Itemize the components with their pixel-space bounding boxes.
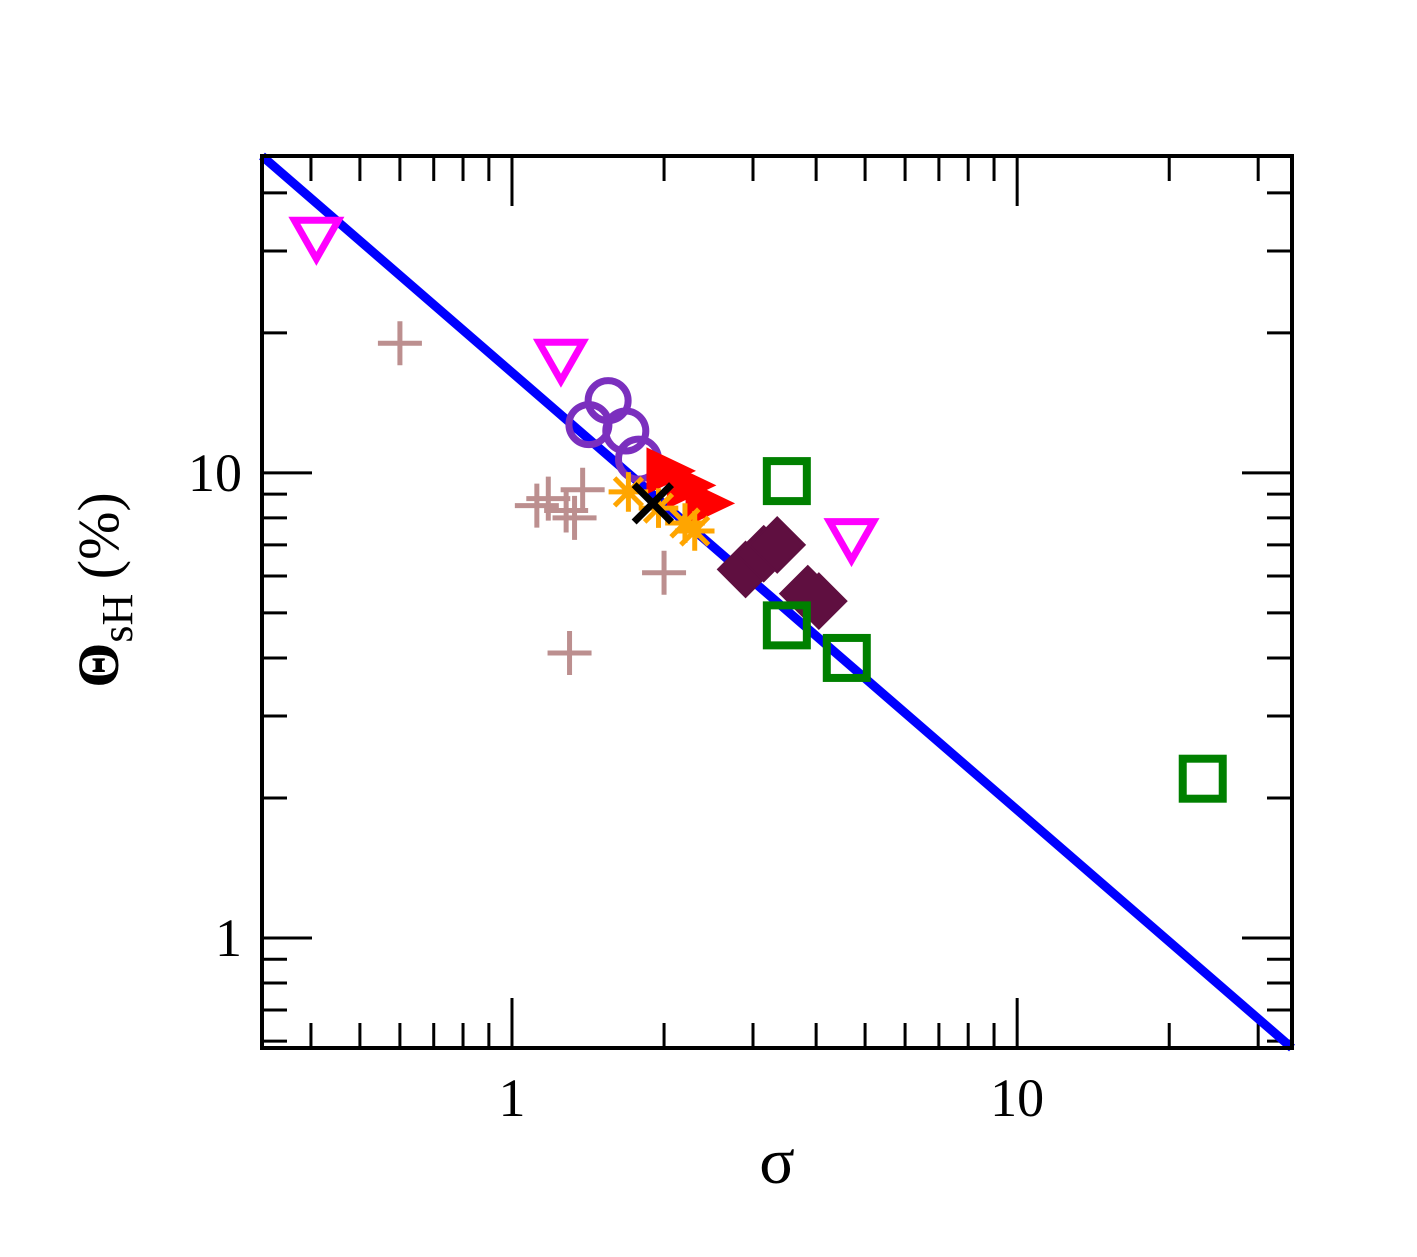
asterisk-marker bbox=[608, 472, 649, 512]
x-marker bbox=[631, 482, 674, 525]
y-axis-title-symbol: Θ bbox=[66, 643, 131, 688]
square-marker bbox=[762, 457, 811, 506]
square-marker bbox=[1178, 754, 1227, 803]
square-marker bbox=[762, 601, 811, 650]
x-axis-title: σ bbox=[759, 1125, 795, 1198]
plus-marker bbox=[514, 483, 559, 528]
y-axis-title: ΘsH (%) bbox=[66, 492, 142, 687]
plus-marker bbox=[642, 550, 687, 595]
tick-labels: 1 10 1 10 bbox=[188, 443, 1044, 1128]
triangle-down-marker bbox=[823, 518, 880, 568]
data-points-layer bbox=[288, 216, 1227, 803]
plus-marker bbox=[526, 476, 571, 521]
circle-marker bbox=[602, 407, 650, 455]
svg-text:ΘsH (%): ΘsH (%) bbox=[66, 492, 142, 687]
y-axis-title-subscript: sH bbox=[93, 594, 142, 643]
plus-marker bbox=[552, 495, 597, 540]
asterisk-marker bbox=[674, 511, 715, 551]
y-tick-label: 1 bbox=[215, 908, 242, 968]
plus-marker bbox=[547, 630, 592, 675]
y-axis-title-unit: (%) bbox=[66, 492, 131, 579]
axis-ticks bbox=[262, 156, 1292, 1048]
x-tick-label: 1 bbox=[498, 1068, 525, 1128]
diamond-marker bbox=[748, 515, 807, 574]
square-marker bbox=[822, 633, 871, 682]
y-tick-label: 10 bbox=[188, 443, 242, 503]
plus-marker bbox=[377, 321, 422, 366]
x-tick-label: 10 bbox=[990, 1068, 1044, 1128]
triangle-down-marker bbox=[288, 216, 345, 266]
plus-marker bbox=[560, 467, 605, 512]
y-axis-title-unit-spacer bbox=[66, 579, 131, 594]
plot-frame bbox=[260, 154, 1294, 1050]
triangle-down-marker bbox=[532, 338, 589, 388]
